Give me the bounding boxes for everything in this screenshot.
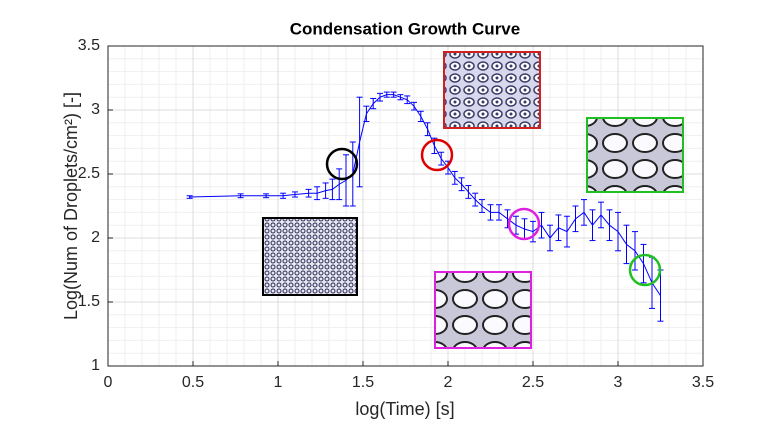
- plot-frame: [107, 45, 704, 367]
- error-bar: [292, 191, 298, 198]
- inset-image: [443, 51, 541, 129]
- error-bar: [623, 224, 630, 265]
- error-bar: [479, 199, 485, 213]
- error-bar: [329, 178, 336, 201]
- inset-image: [434, 271, 532, 349]
- error-bar: [487, 204, 494, 221]
- error-bar: [451, 170, 458, 185]
- error-bar: [438, 151, 445, 166]
- error-bar: [305, 188, 312, 198]
- error-bar: [555, 214, 562, 242]
- error-bar: [615, 211, 621, 252]
- x-tick-label: 0.5: [182, 374, 204, 391]
- error-bar: [640, 243, 647, 284]
- error-bar: [404, 95, 411, 105]
- error-bar: [417, 110, 424, 123]
- x-tick-label: 3.5: [692, 374, 714, 391]
- error-bar: [237, 193, 244, 199]
- error-bar: [377, 92, 383, 102]
- error-bar: [390, 91, 397, 98]
- error-bar: [472, 192, 479, 207]
- x-tick-label: 1.5: [352, 374, 374, 391]
- inset-image: [586, 117, 684, 193]
- error-bar: [465, 185, 472, 199]
- error-bar: [547, 224, 553, 252]
- error-bar: [598, 201, 604, 229]
- x-tick-label: 3: [614, 374, 623, 391]
- error-bar: [356, 96, 363, 188]
- x-axis-label: log(Time) [s]: [355, 399, 454, 419]
- insets: [262, 51, 684, 349]
- error-bar: [606, 209, 613, 242]
- error-bar: [280, 192, 287, 199]
- data-line: [189, 94, 661, 296]
- highlight-circle: [628, 253, 662, 287]
- y-tick-label: 2.5: [78, 165, 100, 182]
- error-bar: [496, 204, 502, 221]
- error-bar: [363, 105, 370, 123]
- error-bar: [186, 195, 193, 199]
- x-tick-label: 2: [444, 374, 453, 391]
- error-bar: [581, 199, 587, 226]
- chart-title: Condensation Growth Curve: [290, 19, 520, 38]
- error-bar: [589, 209, 596, 242]
- error-bar: [322, 182, 329, 199]
- error-bar: [383, 91, 390, 98]
- error-bar: [458, 177, 465, 192]
- x-tick-label: 0: [104, 374, 113, 391]
- error-bar: [424, 122, 431, 137]
- error-bar: [263, 193, 270, 199]
- highlight-circle: [507, 207, 541, 241]
- highlight-circle: [325, 147, 359, 181]
- inset-image: [262, 217, 358, 296]
- y-axis-label: Log(Num of Droplets/cm²) [-]: [61, 92, 81, 320]
- error-bar: [564, 215, 570, 248]
- x-tick-label: 1: [274, 374, 283, 391]
- y-tick-label: 2: [91, 229, 100, 246]
- y-tick-label: 3.5: [78, 37, 100, 54]
- error-bar: [336, 168, 343, 201]
- y-tick-label: 1: [91, 357, 100, 374]
- error-bar: [632, 231, 638, 271]
- plot-background: [108, 46, 703, 366]
- error-bar: [314, 186, 321, 201]
- error-bar: [411, 101, 417, 111]
- y-tick-label: 1.5: [78, 293, 100, 310]
- error-bar: [343, 154, 349, 207]
- y-tick-label: 3: [91, 101, 100, 118]
- highlight-circle: [420, 138, 454, 172]
- error-bar: [397, 94, 404, 101]
- error-bar: [530, 220, 536, 243]
- error-bar: [370, 97, 377, 110]
- x-tick-label: 2.5: [522, 374, 544, 391]
- plot-area: 0 0.5 1 1.5 2 2.5 3 3.5 1 1.5 2 2.5 3 3.5: [78, 37, 714, 391]
- error-bar: [572, 205, 579, 233]
- error-bar: [538, 211, 545, 239]
